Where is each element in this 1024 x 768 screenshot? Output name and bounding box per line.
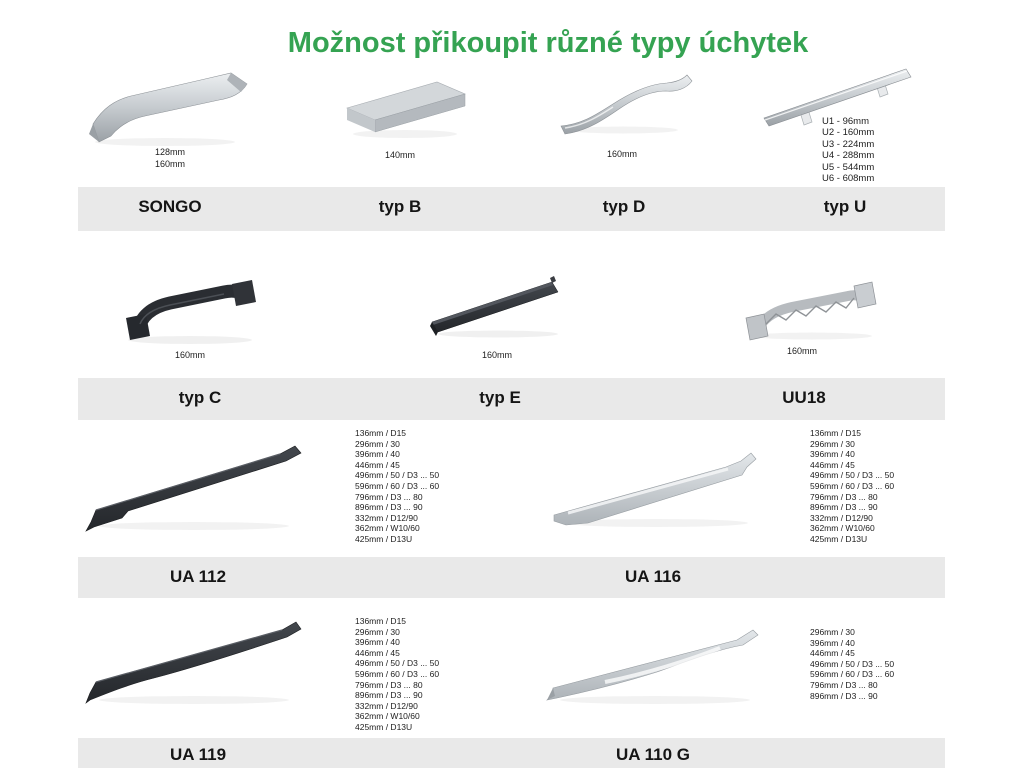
product-label-ua-116: UA 116 xyxy=(624,567,682,586)
label-bar-row1 xyxy=(78,187,945,231)
product-label-uu18: UU18 xyxy=(782,388,826,407)
label-bar-row2 xyxy=(78,378,945,420)
handle-image-typ-e xyxy=(426,270,571,342)
handle-image-ua-112 xyxy=(82,438,314,534)
product-label-songo: SONGO xyxy=(138,197,202,216)
sizes-ua-119: 136mm / D15 296mm / 30 396mm / 40 446mm … xyxy=(355,616,440,732)
handle-image-songo xyxy=(85,68,255,148)
handle-image-typ-c xyxy=(112,270,264,346)
sizes-typ-e: 160mm xyxy=(481,350,512,360)
sizes-ua-116: 136mm / D15 296mm / 30 396mm / 40 446mm … xyxy=(810,428,895,544)
sizes-songo: 128mm 160mm xyxy=(154,147,185,169)
handle-image-ua-110-g xyxy=(545,620,770,706)
handle-image-typ-d xyxy=(555,70,695,138)
handle-image-ua-116 xyxy=(548,443,768,529)
sizes-typ-b: 140mm xyxy=(384,150,415,160)
product-label-typ-b: typ B xyxy=(378,197,422,216)
page-title: Možnost přikoupit různé typy úchytek xyxy=(287,27,809,60)
handle-image-typ-b xyxy=(333,76,473,142)
sizes-typ-d: 160mm xyxy=(606,149,637,159)
product-label-ua-110-g: UA 110 G xyxy=(615,745,691,764)
product-label-typ-c: typ C xyxy=(178,388,222,407)
handle-image-typ-u xyxy=(760,56,920,136)
label-bar-row3 xyxy=(78,557,945,598)
product-label-typ-e: typ E xyxy=(479,388,521,407)
product-label-typ-u: typ U xyxy=(823,197,867,216)
product-label-typ-d: typ D xyxy=(602,197,646,216)
product-label-ua-112: UA 112 xyxy=(169,567,227,586)
label-bar-row4 xyxy=(78,738,945,768)
sizes-ua-110-g: 296mm / 30 396mm / 40 446mm / 45 496mm /… xyxy=(810,627,895,701)
sizes-typ-u: U1 - 96mm U2 - 160mm U3 - 224mm U4 - 288… xyxy=(822,116,875,185)
handle-image-uu18 xyxy=(736,274,886,342)
sizes-ua-112: 136mm / D15 296mm / 30 396mm / 40 446mm … xyxy=(355,428,440,544)
sizes-uu18: 160mm xyxy=(786,346,817,356)
product-label-ua-119: UA 119 xyxy=(169,745,227,764)
sizes-typ-c: 160mm xyxy=(174,350,205,360)
handle-image-ua-119 xyxy=(82,616,314,706)
